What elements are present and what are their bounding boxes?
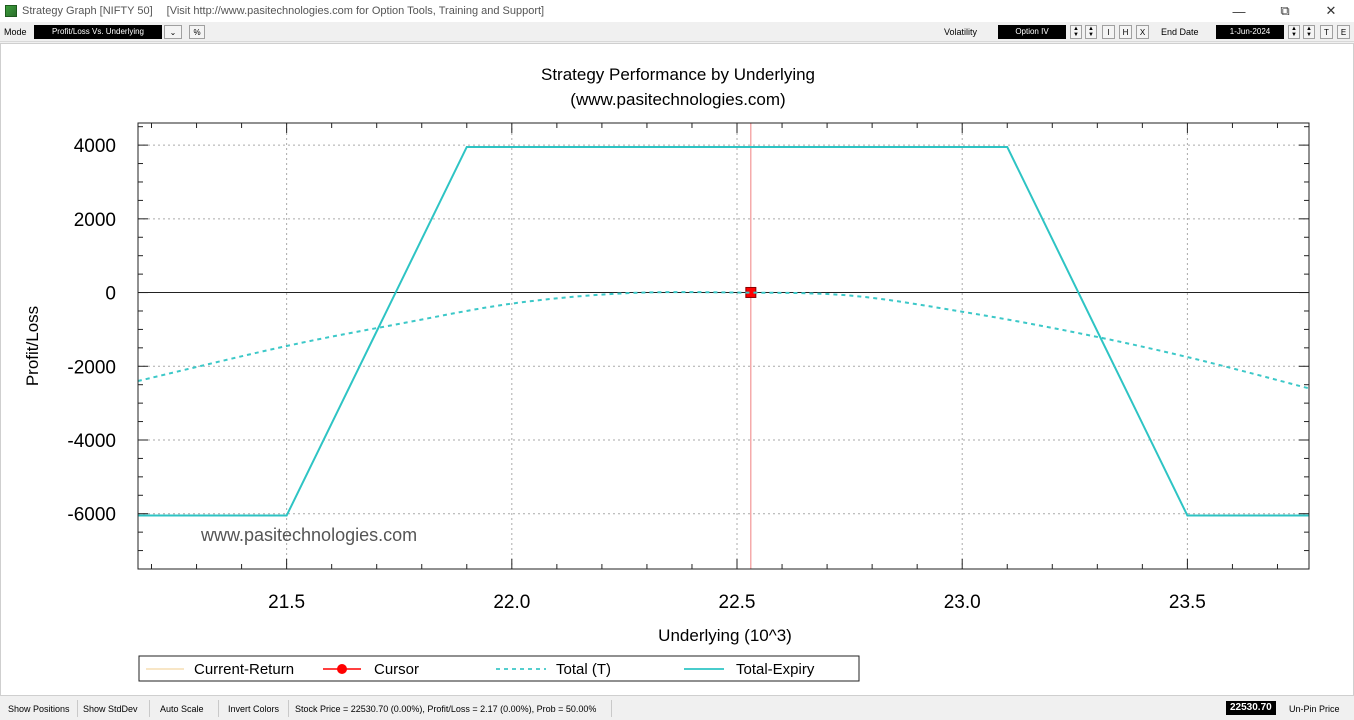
title-bar: Strategy Graph [NIFTY 50] [Visit http://…	[0, 0, 1354, 22]
x-tick-label: 23.5	[1169, 592, 1206, 613]
volatility-select[interactable]: Option IV	[998, 25, 1066, 39]
x-tick-label: 23.0	[944, 592, 981, 613]
restore-icon[interactable]: ⧉	[1280, 3, 1290, 18]
plot-frame	[137, 122, 1310, 570]
x-tick-label: 22.5	[719, 592, 756, 613]
chart-panel: 4000 2000 0 -2000 -4000 -6000 21.5 22.0 22.5 23.0…	[0, 43, 1354, 696]
window-subtitle: [Visit http://www.pasitechnologies.com f…	[166, 5, 545, 17]
x-tick-label: 22.0	[493, 592, 530, 613]
status-separator	[149, 700, 150, 717]
chart-title: Strategy Performance by Underlying	[541, 65, 815, 84]
end-date-field[interactable]: 1-Jun-2024	[1216, 25, 1284, 39]
app-icon	[5, 5, 17, 17]
y-tick-label: -6000	[67, 505, 116, 526]
mode-dropdown-chevron-icon[interactable]: ⌄	[164, 25, 182, 39]
volatility-spin2-icon[interactable]: ▲ ▼	[1085, 25, 1097, 39]
percent-button[interactable]: %	[189, 25, 205, 39]
y-tick-label: -2000	[67, 357, 116, 378]
y-tick-label: 2000	[74, 210, 116, 231]
end-date-spin2-icon[interactable]: ▲ ▼	[1303, 25, 1315, 39]
legend-cursor-dot-icon	[337, 664, 347, 674]
close-icon[interactable]: ✕	[1325, 3, 1337, 18]
show-stddev-button[interactable]: Show StdDev	[83, 704, 138, 714]
invert-colors-button[interactable]: Invert Colors	[228, 704, 280, 714]
window-title: Strategy Graph [NIFTY 50]	[22, 5, 153, 17]
x-button[interactable]: X	[1136, 25, 1149, 39]
watermark: www.pasitechnologies.com	[200, 525, 417, 545]
status-separator	[218, 700, 219, 717]
i-button[interactable]: I	[1102, 25, 1115, 39]
ticks: 4000 2000 0 -2000 -4000 -6000 21.5 22.0 22.5 23.0…	[67, 123, 1309, 613]
legend-label-cursor: Cursor	[374, 661, 419, 678]
mode-select[interactable]: Profit/Loss Vs. Underlying	[34, 25, 162, 39]
end-date-spin-icon[interactable]: ▲ ▼	[1288, 25, 1300, 39]
window-controls: — ⧉ ✕	[1216, 0, 1354, 22]
series-line-total-expiry	[138, 145, 1309, 517]
volatility-label: Volatility	[944, 27, 978, 37]
y-tick-label: -4000	[67, 431, 116, 452]
status-bar: Show Positions Show StdDev Auto Scale In…	[0, 697, 1354, 720]
legend: Current-Return Cursor Total (T) Total-Ex…	[138, 655, 860, 682]
legend-label-current-return: Current-Return	[194, 661, 294, 678]
show-positions-button[interactable]: Show Positions	[8, 704, 70, 714]
legend-label-total-t: Total (T)	[556, 661, 611, 678]
end-date-label: End Date	[1161, 27, 1199, 37]
series-line-total-t	[137, 291, 1310, 390]
grid	[138, 123, 1309, 569]
y-tick-label: 4000	[74, 136, 116, 157]
t-button[interactable]: T	[1320, 25, 1333, 39]
status-separator	[77, 700, 78, 717]
e-button[interactable]: E	[1337, 25, 1350, 39]
legend-label-total-expiry: Total-Expiry	[736, 661, 815, 678]
toolbar: Mode Profit/Loss Vs. Underlying ⌄ % Vola…	[0, 22, 1354, 42]
chart-subtitle: (www.pasitechnologies.com)	[570, 90, 785, 109]
volatility-spin-icon[interactable]: ▲ ▼	[1070, 25, 1082, 39]
x-axis-label: Underlying (10^3)	[658, 626, 792, 645]
status-separator	[288, 700, 289, 717]
mode-label: Mode	[4, 27, 27, 37]
h-button[interactable]: H	[1119, 25, 1132, 39]
price-display: 22530.70	[1226, 701, 1276, 715]
y-tick-label: 0	[105, 284, 116, 305]
status-text: Stock Price = 22530.70 (0.00%), Profit/L…	[295, 704, 597, 714]
status-separator	[611, 700, 612, 717]
series	[137, 145, 1310, 517]
strategy-chart[interactable]: 4000 2000 0 -2000 -4000 -6000 21.5 22.0 22.5 23.0…	[1, 44, 1353, 695]
minimize-icon[interactable]: —	[1232, 3, 1246, 19]
y-axis-label: Profit/Loss	[23, 306, 42, 386]
x-tick-label: 21.5	[268, 592, 305, 613]
unpin-price-button[interactable]: Un-Pin Price	[1289, 704, 1340, 714]
auto-scale-button[interactable]: Auto Scale	[160, 704, 204, 714]
